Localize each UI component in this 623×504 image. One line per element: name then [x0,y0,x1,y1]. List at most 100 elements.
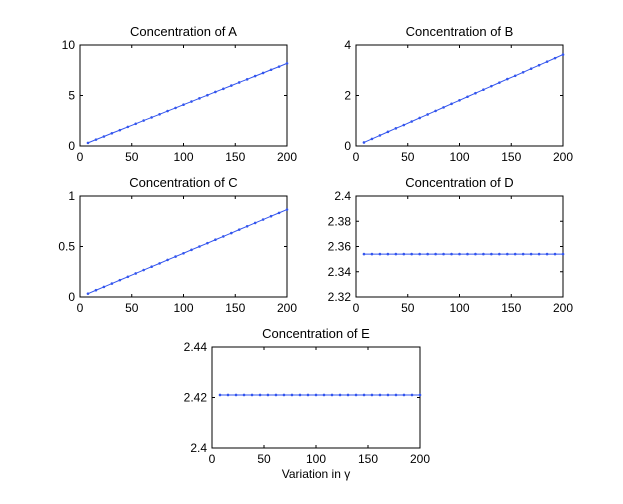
data-point [529,67,533,71]
data-point [466,95,469,99]
data-point [498,81,501,84]
x-tick-label: 200 [553,150,573,164]
data-point [150,265,153,269]
data-point [553,252,557,256]
data-point [237,81,241,84]
data-point [234,393,238,397]
x-tick-label: 100 [306,452,326,466]
data-point [529,252,533,256]
series-line [87,209,288,295]
data-point [118,278,122,282]
x-tick-label: 50 [257,452,271,466]
data-point [418,393,422,397]
chart-title: Concentration of B [406,24,514,39]
data-point [354,393,358,397]
y-tick-label: 2.36 [328,240,352,254]
data-point [218,393,222,397]
chart-title: Concentration of D [405,175,513,190]
data-point [230,84,233,87]
data-point [190,248,193,252]
data-point [386,252,390,256]
data-point [285,62,289,65]
data-point [394,252,398,256]
data-point [362,141,366,144]
data-point [386,393,390,397]
data-point [174,255,177,258]
data-point [450,102,453,106]
data-point [410,120,413,123]
data-point [410,252,413,256]
data-point [102,285,106,289]
x-tick-label: 150 [501,150,521,164]
data-point [545,252,549,256]
data-point [338,393,342,397]
data-point [506,252,509,256]
x-tick-label: 0 [77,301,84,315]
data-point [458,252,461,256]
data-point [314,393,318,397]
data-point [561,252,565,256]
x-tick-label: 0 [353,301,360,315]
y-tick-label: 2.32 [328,290,352,304]
data-point [434,109,437,113]
y-tick-label: 2.4 [190,441,207,455]
x-tick-label: 0 [77,150,84,164]
chart-title: Concentration of E [262,326,370,341]
data-point [134,272,137,275]
data-point [222,235,225,238]
subplot-1: 0 50 100 150 200 0 5 10 Concentration of A [62,24,298,164]
data-point [158,262,161,265]
data-point [261,71,265,75]
data-point [142,119,145,122]
data-point [190,100,193,103]
x-tick-label: 50 [125,150,139,164]
data-point [277,65,281,68]
data-point [142,268,145,272]
y-tick-label: 1 [68,189,75,203]
data-point [402,252,406,256]
y-tick-label: 0 [344,139,351,153]
x-tick-label: 200 [553,301,573,315]
data-point [258,393,262,397]
data-point [182,103,185,106]
data-point [426,252,429,256]
data-point [86,141,90,145]
data-point [245,78,249,81]
data-point [261,218,265,221]
data-point [322,393,326,397]
data-point [490,252,493,256]
data-point [222,87,225,91]
data-point [102,135,106,138]
data-point [126,275,130,279]
data-point [450,252,453,256]
x-tick-label: 50 [125,301,139,315]
data-point [521,70,525,74]
subplot-3: 0 50 100 150 200 0 0.5 1 Concentration of C [58,175,297,315]
data-point [386,130,390,134]
data-point [230,231,233,235]
data-point [362,252,366,256]
data-point [134,122,137,126]
data-point [490,84,493,88]
data-point [242,393,246,397]
data-point [266,393,270,397]
x-tick-label: 100 [173,301,193,315]
data-point [206,241,209,245]
chart-title: Concentration of C [129,175,237,190]
data-point [378,134,382,137]
data-point [86,292,90,295]
subplot-2: 0 50 100 150 200 0 2 4 Concentration of B [344,24,573,164]
x-tick-label: 50 [401,301,415,315]
data-point [214,90,217,94]
chart-title: Concentration of A [130,24,237,39]
x-tick-label: 100 [449,301,469,315]
data-point [426,113,429,116]
data-point [402,123,406,127]
x-tick-label: 150 [358,452,378,466]
data-point [118,128,122,132]
axes-frame [211,346,421,449]
y-tick-label: 2.34 [328,265,352,279]
data-point [174,106,177,110]
data-point [482,252,485,256]
data-point [277,211,281,215]
